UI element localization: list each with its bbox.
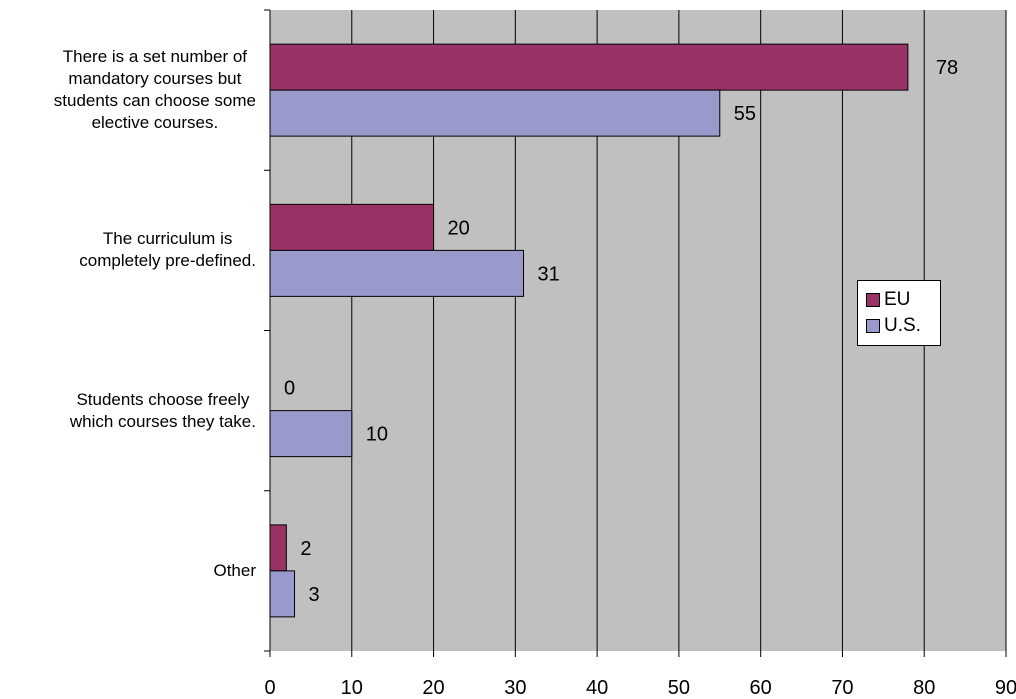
- category-label: Students choose freely which courses they…: [70, 389, 256, 433]
- x-tick-label: 50: [668, 677, 690, 699]
- x-tick-label: 60: [750, 677, 772, 699]
- category-label-line: There is a set number of: [62, 47, 248, 67]
- bar-eu: [269, 203, 435, 251]
- legend: EU U.S.: [857, 280, 941, 346]
- x-tick-label: 0: [264, 677, 275, 699]
- category-label: The curriculum is completely pre-defined.: [79, 228, 256, 272]
- category-label-line: Students choose freely: [76, 389, 250, 409]
- category-label-line: The curriculum is: [102, 229, 233, 249]
- value-label: 78: [936, 57, 958, 79]
- category-label-line: students can choose some: [53, 91, 256, 111]
- category-label-line: elective courses.: [91, 113, 219, 133]
- legend-swatch-eu: [866, 293, 880, 307]
- bar-eu: [269, 524, 287, 572]
- bar-us: [269, 89, 721, 137]
- category-label-line: mandatory courses but: [68, 69, 242, 89]
- value-label: 2: [300, 538, 311, 560]
- value-label: 0: [284, 378, 295, 400]
- bar-us: [269, 570, 296, 618]
- category-label-line: which courses they take.: [69, 411, 256, 431]
- legend-swatch-us: [866, 319, 880, 333]
- bar-us: [269, 410, 353, 458]
- legend-label-us: U.S.: [884, 315, 921, 336]
- x-tick-label: 10: [341, 677, 363, 699]
- bars-group: [269, 43, 909, 618]
- value-label: 55: [734, 103, 756, 125]
- x-tick-label: 20: [422, 677, 444, 699]
- value-labels-group: 78 55 20 31 0 10 2 3: [284, 57, 958, 606]
- x-tick-label: 40: [586, 677, 608, 699]
- value-label: 10: [366, 424, 388, 446]
- value-label: 31: [538, 263, 560, 285]
- x-tick-label: 90: [995, 677, 1016, 699]
- x-tick-label: 80: [913, 677, 935, 699]
- value-label: 20: [448, 217, 470, 239]
- legend-item-eu: EU: [866, 289, 910, 311]
- x-tick-label: 70: [831, 677, 853, 699]
- category-label-line: completely pre-defined.: [79, 251, 256, 271]
- value-label: 3: [309, 584, 320, 606]
- category-label: There is a set number of mandatory course…: [54, 46, 256, 134]
- bar-us: [269, 249, 525, 297]
- legend-item-us: U.S.: [866, 315, 921, 337]
- bar-eu: [269, 43, 909, 91]
- x-axis-ticks: 0 10 20 30 40 50 60 70 80 90: [264, 651, 1016, 699]
- legend-label-eu: EU: [884, 289, 911, 310]
- category-label: Other: [213, 560, 256, 582]
- x-tick-label: 30: [504, 677, 526, 699]
- y-axis-ticks: [264, 9, 270, 652]
- category-label-line: Other: [213, 560, 256, 580]
